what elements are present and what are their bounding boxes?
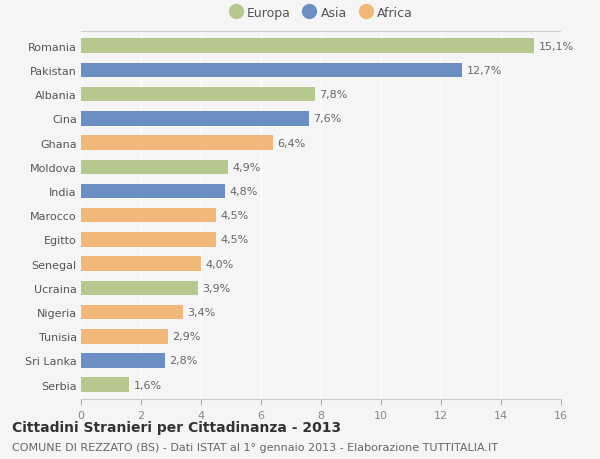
Bar <box>81 136 273 151</box>
Text: 6,4%: 6,4% <box>277 138 306 148</box>
Bar <box>81 88 315 102</box>
Text: 2,9%: 2,9% <box>173 331 201 341</box>
Bar <box>81 39 534 54</box>
Bar <box>81 353 165 368</box>
Text: 4,8%: 4,8% <box>229 186 258 196</box>
Text: 4,9%: 4,9% <box>233 162 261 173</box>
Bar <box>81 378 129 392</box>
Text: 3,4%: 3,4% <box>187 308 216 317</box>
Text: Cittadini Stranieri per Cittadinanza - 2013: Cittadini Stranieri per Cittadinanza - 2… <box>12 420 341 434</box>
Bar <box>81 281 198 296</box>
Bar <box>81 185 225 199</box>
Text: 3,9%: 3,9% <box>203 283 231 293</box>
Text: 7,8%: 7,8% <box>320 90 348 100</box>
Bar <box>81 208 216 223</box>
Bar <box>81 305 183 319</box>
Bar <box>81 233 216 247</box>
Text: 2,8%: 2,8% <box>170 356 198 366</box>
Text: 4,0%: 4,0% <box>205 259 234 269</box>
Bar <box>81 329 168 344</box>
Bar <box>81 257 201 271</box>
Text: COMUNE DI REZZATO (BS) - Dati ISTAT al 1° gennaio 2013 - Elaborazione TUTTITALIA: COMUNE DI REZZATO (BS) - Dati ISTAT al 1… <box>12 442 498 452</box>
Text: 4,5%: 4,5% <box>221 235 249 245</box>
Text: 15,1%: 15,1% <box>539 42 574 51</box>
Text: 12,7%: 12,7% <box>467 66 502 76</box>
Bar <box>81 112 309 126</box>
Text: 7,6%: 7,6% <box>314 114 342 124</box>
Bar <box>81 160 228 175</box>
Text: 4,5%: 4,5% <box>221 211 249 221</box>
Bar <box>81 63 462 78</box>
Text: 1,6%: 1,6% <box>133 380 161 390</box>
Legend: Europa, Asia, Africa: Europa, Asia, Africa <box>229 7 413 20</box>
